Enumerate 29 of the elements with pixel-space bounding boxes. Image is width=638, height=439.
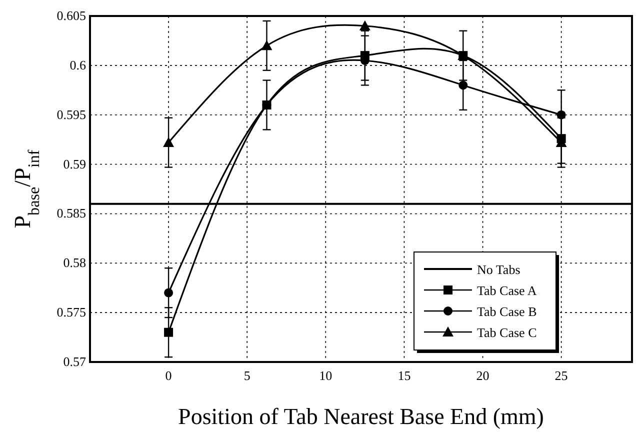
x-tick-label: 0 xyxy=(165,368,172,383)
point xyxy=(261,40,272,50)
point xyxy=(360,51,370,60)
legend-label: Tab Case C xyxy=(477,325,537,340)
point xyxy=(262,100,272,110)
point xyxy=(359,20,370,30)
x-tick-label: 5 xyxy=(244,368,250,383)
x-tick-label: 10 xyxy=(319,368,332,383)
x-axis-title: Position of Tab Nearest Base End (mm) xyxy=(178,404,544,429)
y-tick-label: 0.595 xyxy=(56,106,86,122)
x-tick-label: 20 xyxy=(476,368,490,383)
x-tick-label: 25 xyxy=(554,368,568,383)
y-tick-label: 0.605 xyxy=(56,8,86,23)
y-tick-label: 0.58 xyxy=(63,255,86,270)
y-tick-label: 0.6 xyxy=(70,57,86,72)
point xyxy=(164,288,174,298)
legend-label: Tab Case A xyxy=(477,283,538,298)
legend-label: No Tabs xyxy=(477,262,520,277)
x-tick-label: 15 xyxy=(398,368,411,383)
point xyxy=(458,51,468,60)
y-tick-label: 0.59 xyxy=(63,156,86,172)
y-tick-label: 0.575 xyxy=(56,304,86,320)
y-tick-label: 0.585 xyxy=(56,206,86,221)
point xyxy=(458,80,468,90)
y-tick-label: 0.57 xyxy=(63,354,86,369)
legend-label: Tab Case B xyxy=(477,304,538,319)
point xyxy=(556,134,566,144)
point xyxy=(164,328,174,337)
point xyxy=(163,137,174,148)
